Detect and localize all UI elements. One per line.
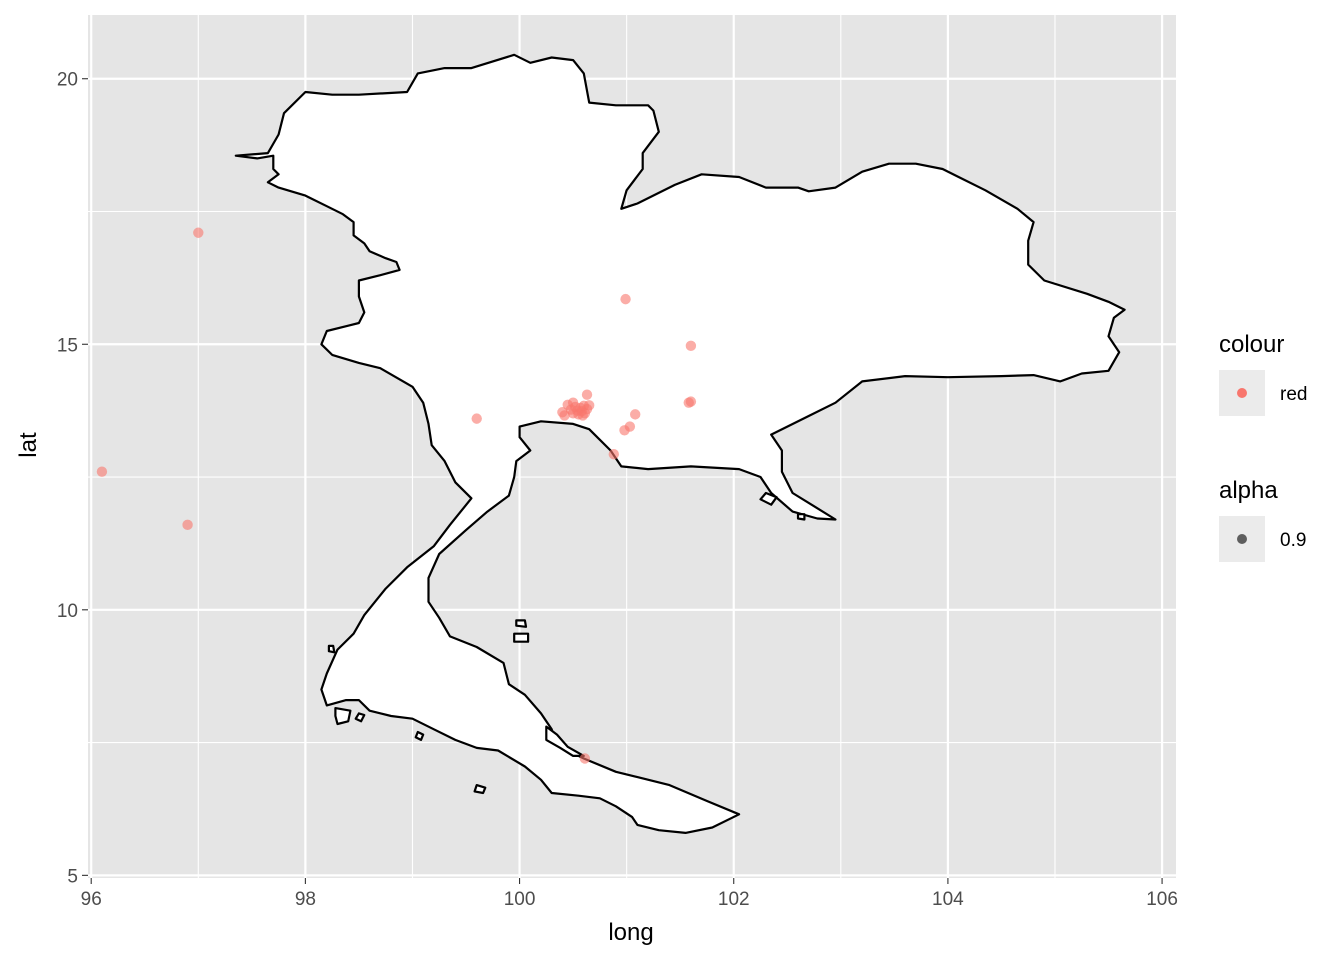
legend-colour-key-point xyxy=(1237,388,1247,398)
map-outline-tarutao xyxy=(473,784,487,795)
map-outline-yao-islet xyxy=(354,712,366,723)
data-point xyxy=(182,519,193,531)
legend-alpha: alpha 0.9 xyxy=(1219,477,1306,562)
data-point xyxy=(579,753,591,764)
x-tick-label: 106 xyxy=(1146,889,1178,910)
legend-alpha-title: alpha xyxy=(1219,477,1278,504)
y-tick-label: 10 xyxy=(57,601,78,622)
map-outline-small-west-islet xyxy=(327,644,336,654)
legend-alpha-key-point xyxy=(1237,534,1247,544)
x-tick-label: 96 xyxy=(81,889,102,910)
legend-colour-label: red xyxy=(1280,384,1307,405)
data-point xyxy=(581,389,593,400)
y-axis-title: lat xyxy=(15,432,42,458)
legend-alpha-label: 0.9 xyxy=(1280,530,1306,551)
map-outline-koh-kood xyxy=(796,513,806,521)
data-point xyxy=(608,449,619,460)
x-axis-title: long xyxy=(608,919,653,946)
x-tick-label: 102 xyxy=(718,889,750,910)
map-outline-layer xyxy=(234,53,1126,834)
map-outline-mainland xyxy=(234,53,1126,834)
y-tick-label: 15 xyxy=(57,335,78,356)
data-point xyxy=(567,397,579,408)
y-tick-label: 20 xyxy=(57,70,78,91)
data-point xyxy=(685,340,697,352)
map-outline-phuket xyxy=(334,707,352,726)
data-point xyxy=(559,410,570,421)
map-outline-phangan xyxy=(515,619,528,628)
data-point xyxy=(619,425,630,436)
map-outline-samui xyxy=(513,632,530,643)
map-outline-songkhla-lagoon xyxy=(545,725,585,757)
data-point xyxy=(577,410,588,421)
x-tick-label: 100 xyxy=(504,889,536,910)
data-point xyxy=(685,396,697,407)
data-point xyxy=(193,227,204,238)
data-point xyxy=(471,413,482,424)
axes-layer: 96 98 100 102 104 106 5 10 15 20 xyxy=(57,70,1178,910)
data-point xyxy=(583,400,595,411)
x-tick-label: 104 xyxy=(932,889,964,910)
data-points-layer xyxy=(96,227,697,764)
y-tick-label: 5 xyxy=(67,866,78,887)
map-outline-koh-chang xyxy=(759,491,778,506)
legend-colour-title: colour xyxy=(1219,331,1284,358)
legend-colour: colour red xyxy=(1219,331,1307,416)
x-tick-label: 98 xyxy=(295,889,316,910)
map-outline-lanta-islet xyxy=(414,730,425,741)
data-point xyxy=(96,466,108,477)
data-point xyxy=(620,293,631,305)
data-point xyxy=(630,409,641,420)
